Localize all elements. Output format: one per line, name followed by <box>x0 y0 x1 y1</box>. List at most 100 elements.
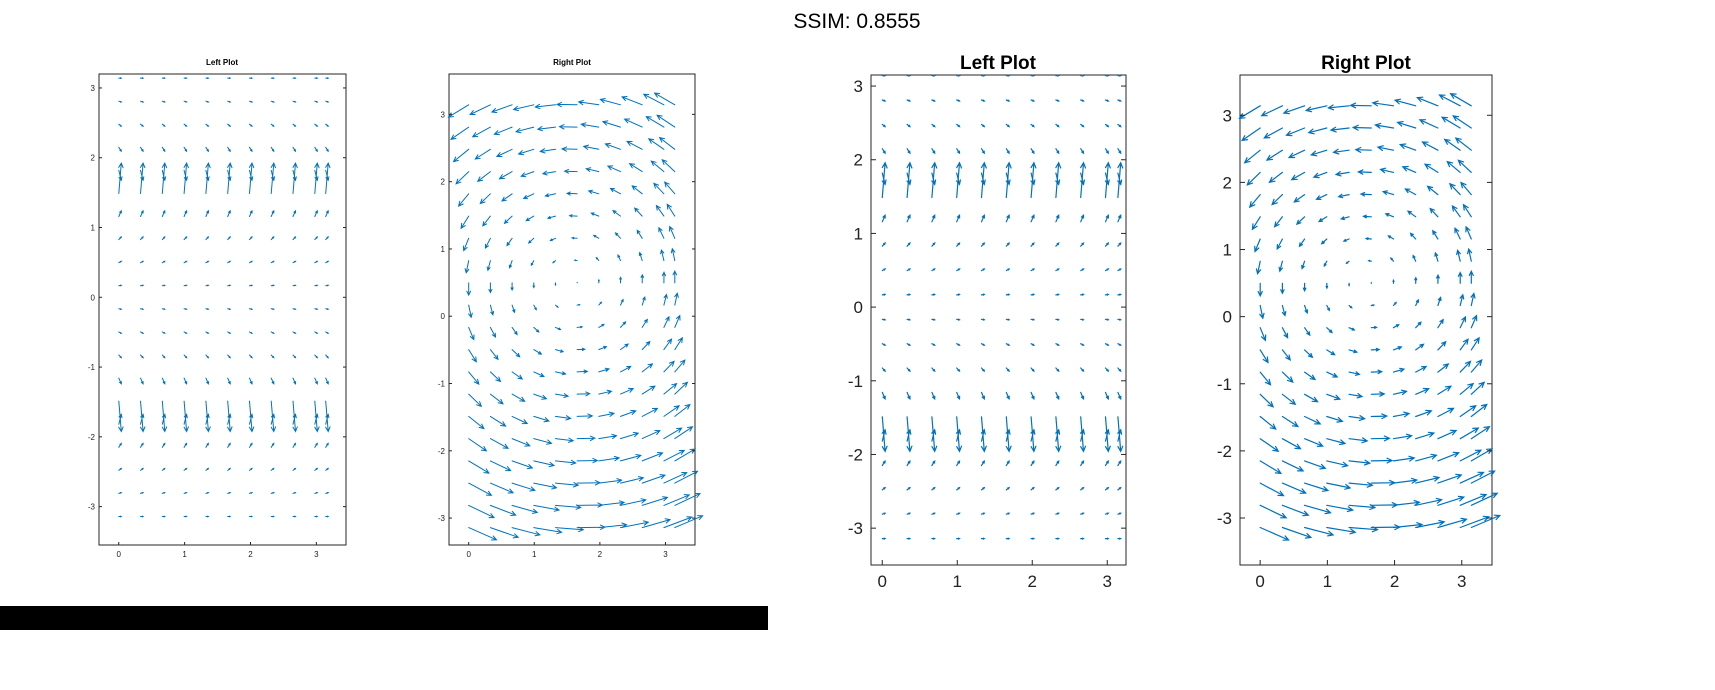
quiver-arrow <box>1055 486 1060 491</box>
quiver-arrow <box>1104 416 1111 453</box>
quiver-arrow <box>906 486 911 491</box>
y-tick-label: 3 <box>441 110 446 119</box>
y-tick-label: 0 <box>1223 308 1232 327</box>
quiver-arrow <box>1104 213 1109 223</box>
quiver-arrow <box>663 494 691 506</box>
quiver-arrow <box>1451 204 1461 218</box>
quiver-arrow <box>638 251 643 262</box>
quiver-arrow <box>1055 416 1062 453</box>
quiver-arrow <box>1117 172 1123 186</box>
quiver-arrow <box>118 209 122 217</box>
quiver-arrow <box>270 400 276 433</box>
quiver-arrow <box>1392 278 1395 284</box>
quiver-arrow <box>1030 214 1035 223</box>
quiver-arrow <box>1304 349 1314 359</box>
quiver-arrow <box>1104 172 1110 186</box>
quiver-arrow <box>205 400 211 433</box>
quiver-arrow <box>1465 225 1472 240</box>
quiver-arrow <box>1348 327 1356 331</box>
quiver-arrow <box>314 308 319 310</box>
quiver-arrow <box>663 360 675 373</box>
quiver-arrow <box>598 411 616 417</box>
quiver-arrow <box>325 284 330 287</box>
quiver-arrow <box>1259 349 1269 364</box>
quiver-arrow <box>1415 321 1422 329</box>
quiver-arrow <box>1404 188 1417 196</box>
quiver-arrow <box>1337 193 1350 199</box>
quiver-arrow <box>1282 105 1306 115</box>
quiver-arrow <box>118 515 123 518</box>
quiver-arrow <box>183 284 188 287</box>
quiver-arrow <box>249 169 254 182</box>
quiver-arrow <box>1055 214 1060 223</box>
quiver-arrow <box>140 400 146 433</box>
quiver-arrow <box>1117 99 1122 102</box>
quiver-arrow <box>1437 517 1468 529</box>
quiver-arrow <box>1357 169 1372 175</box>
quiver-arrow <box>292 377 297 385</box>
quiver-arrow <box>140 331 145 334</box>
quiver-arrow <box>956 172 961 186</box>
quiver-arrow <box>292 284 297 287</box>
quiver-arrow <box>1326 438 1347 446</box>
quiver-arrow <box>674 493 702 506</box>
quiver-arrow <box>1104 486 1110 491</box>
quiver-arrow <box>1437 318 1444 329</box>
quiver-arrow <box>183 100 188 103</box>
quiver-arrow <box>161 284 166 287</box>
quiver-arrow <box>1317 216 1328 223</box>
quiver-arrow <box>517 148 535 156</box>
quiver-arrow <box>489 304 495 316</box>
quiver-arrow <box>552 260 556 264</box>
quiver-arrow <box>626 140 643 150</box>
quiver-arrow <box>956 459 961 467</box>
quiver-arrow <box>314 77 319 79</box>
quiver-arrow <box>620 498 647 506</box>
quiver-arrow <box>1367 259 1372 262</box>
quiver-arrow <box>530 260 535 267</box>
quiver-arrow <box>1276 238 1283 251</box>
quiver-arrow <box>1117 74 1123 77</box>
quiver-arrow <box>314 284 319 287</box>
quiver-arrow <box>1254 238 1261 253</box>
quiver-arrow <box>1459 471 1485 484</box>
quiver-arrow <box>956 268 961 272</box>
y-tick-label: -2 <box>848 445 863 464</box>
quiver-arrow <box>1080 268 1085 272</box>
quiver-arrow <box>1259 304 1265 320</box>
quiver-arrow <box>1454 137 1472 151</box>
quiver-arrow <box>1281 349 1292 362</box>
quiver-arrow <box>533 527 563 535</box>
quiver-arrow <box>468 460 490 474</box>
plot-title: Right Plot <box>1321 53 1411 74</box>
y-tick-label: -3 <box>1217 509 1232 528</box>
quiver-arrow <box>270 284 276 287</box>
quiver-arrow <box>292 209 297 217</box>
quiver-arrow <box>653 182 665 195</box>
quiver-arrow <box>325 442 329 448</box>
quiver-arrow <box>1456 249 1461 262</box>
quiver-arrow <box>161 515 166 518</box>
quiver-arrow <box>227 146 231 153</box>
quiver-arrow <box>1285 127 1306 137</box>
quiver-arrow <box>980 486 986 491</box>
quiver-arrow <box>1080 74 1085 77</box>
quiver-arrow <box>1392 301 1397 307</box>
quiver-arrow <box>650 160 665 173</box>
quiver-arrow <box>1104 242 1110 247</box>
quiver-arrow <box>1459 405 1477 418</box>
axis-ticks: 0 1 2 3 -3 -2 -1 0 1 2 3 <box>1217 106 1492 591</box>
quiver-arrow <box>555 304 559 308</box>
quiver-arrow <box>1080 318 1085 321</box>
quiver-arrow <box>1005 123 1011 128</box>
quiver-arrow <box>452 148 470 163</box>
quiver-arrow <box>1005 242 1010 247</box>
quiver-arrow <box>1304 327 1311 337</box>
quiver-arrow <box>1370 391 1386 397</box>
quiver-arrow <box>1315 194 1328 200</box>
quiver-arrow <box>980 123 986 128</box>
quiver-arrow <box>270 123 275 127</box>
quiver-arrow <box>956 391 961 401</box>
quiver-arrow <box>1370 435 1391 442</box>
quiver-arrow <box>140 100 145 103</box>
